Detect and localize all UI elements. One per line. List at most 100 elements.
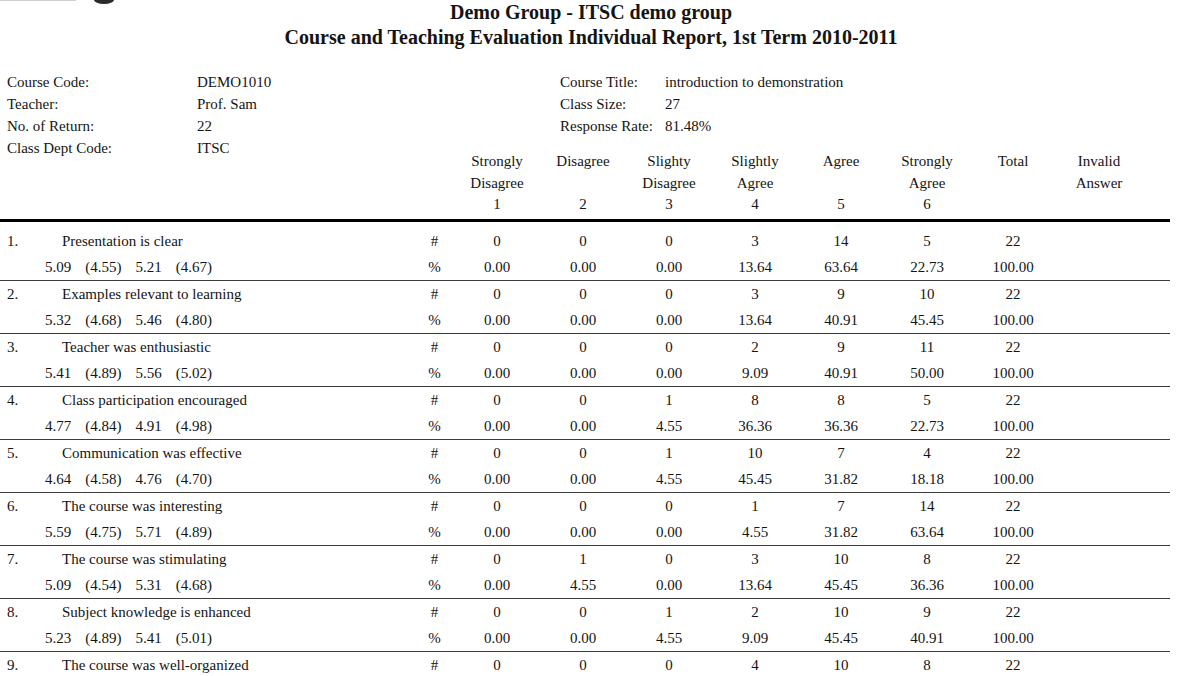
column-header-line: Disagree [540, 151, 626, 173]
column-header-line: Disagree [454, 173, 540, 195]
count-value: 1 [626, 387, 712, 413]
question-number: 9. [0, 652, 55, 676]
stat-value: (4.98) [176, 413, 212, 439]
question-text: The course was well-organized [55, 652, 415, 676]
count-value: 9 [798, 281, 884, 307]
column-header-scale-number [1056, 194, 1142, 216]
question-number: 1. [0, 228, 55, 254]
column-header: StronglyDisagree1 [454, 151, 540, 216]
count-value: 0 [454, 652, 540, 676]
count-value: 22 [970, 228, 1056, 254]
header-spacer [55, 151, 415, 216]
table-row: 8.Subject knowledge is enhanced#00121092… [0, 599, 1170, 652]
count-value: 0 [454, 546, 540, 572]
count-value: 3 [712, 546, 798, 572]
header-spacer [0, 151, 55, 216]
count-value: 0 [540, 493, 626, 519]
count-line: 9.The course was well-organized#00041082… [0, 652, 1170, 676]
stat-value: (4.84) [85, 413, 121, 439]
count-value: 22 [970, 387, 1056, 413]
question-stats: 5.41(4.89)5.56(5.02) [0, 360, 415, 386]
column-header-scale-number: 2 [540, 194, 626, 216]
column-header-scale-number: 1 [454, 194, 540, 216]
count-value: 2 [712, 334, 798, 360]
question-stats: 5.23(4.89)5.41(5.01) [0, 625, 415, 651]
count-value: 0 [454, 228, 540, 254]
percent-value [1056, 519, 1142, 545]
question-text: Presentation is clear [55, 228, 415, 254]
count-value: 5 [884, 387, 970, 413]
count-value: 0 [626, 493, 712, 519]
percent-line: 5.32(4.68)5.46(4.80)%0.000.000.0013.6440… [0, 307, 1170, 333]
count-line: 2.Examples relevant to learning#00039102… [0, 281, 1170, 307]
percent-value: 40.91 [798, 307, 884, 333]
column-header: Agree5 [798, 151, 884, 216]
question-text: Subject knowledge is enhanced [55, 599, 415, 625]
percent-line: 5.23(4.89)5.41(5.01)%0.000.004.559.0945.… [0, 625, 1170, 651]
count-value: 0 [626, 334, 712, 360]
column-header-line: Answer [1056, 173, 1142, 195]
class-size-value: 27 [665, 93, 680, 115]
percent-value: 100.00 [970, 519, 1056, 545]
percent-value: 0.00 [540, 625, 626, 651]
course-code-value: DEMO1010 [197, 71, 271, 93]
count-symbol: # [415, 652, 454, 676]
stat-value: (4.75) [85, 519, 121, 545]
stat-value: 5.41 [136, 625, 162, 651]
percent-line: 5.59(4.75)5.71(4.89)%0.000.000.004.5531.… [0, 519, 1170, 545]
no-of-return-label: No. of Return: [7, 115, 94, 137]
no-of-return-value: 22 [197, 115, 212, 137]
stat-value: 4.64 [45, 466, 71, 492]
percent-value: 45.45 [798, 572, 884, 598]
column-header-scale-number: 6 [884, 194, 970, 216]
count-value: 10 [884, 281, 970, 307]
question-stats: 5.09(4.54)5.31(4.68) [0, 572, 415, 598]
stat-value: 4.91 [136, 413, 162, 439]
count-symbol: # [415, 281, 454, 307]
column-header-scale-number: 3 [626, 194, 712, 216]
count-value: 10 [798, 599, 884, 625]
count-value: 0 [454, 493, 540, 519]
percent-value [1056, 625, 1142, 651]
count-value [1056, 493, 1142, 519]
stat-value: (4.80) [176, 307, 212, 333]
percent-value: 100.00 [970, 360, 1056, 386]
column-header-scale-number: 4 [712, 194, 798, 216]
count-value: 10 [798, 652, 884, 676]
count-value: 22 [970, 334, 1056, 360]
stat-value: 5.41 [45, 360, 71, 386]
stat-value: (4.89) [176, 519, 212, 545]
count-value: 0 [540, 440, 626, 466]
count-line: 7.The course was stimulating#010310822 [0, 546, 1170, 572]
count-value: 22 [970, 546, 1056, 572]
course-title-value: introduction to demonstration [665, 71, 843, 93]
percent-value: 0.00 [454, 466, 540, 492]
percent-value: 100.00 [970, 466, 1056, 492]
column-header-line: Invalid [1056, 151, 1142, 173]
count-value: 22 [970, 599, 1056, 625]
percent-value: 36.36 [798, 413, 884, 439]
count-value: 0 [540, 334, 626, 360]
count-value: 22 [970, 493, 1056, 519]
count-value [1056, 546, 1142, 572]
stat-value: (4.70) [176, 466, 212, 492]
column-header: InvalidAnswer [1056, 151, 1142, 216]
percent-value: 13.64 [712, 254, 798, 280]
stat-value: 5.31 [136, 572, 162, 598]
count-value [1056, 652, 1142, 676]
count-symbol: # [415, 334, 454, 360]
question-stats: 5.59(4.75)5.71(4.89) [0, 519, 415, 545]
percent-line: 5.09(4.55)5.21(4.67)%0.000.000.0013.6463… [0, 254, 1170, 280]
percent-value: 0.00 [454, 625, 540, 651]
percent-value: 45.45 [798, 625, 884, 651]
count-symbol: # [415, 493, 454, 519]
count-value: 22 [970, 440, 1056, 466]
count-value: 8 [712, 387, 798, 413]
count-value [1056, 599, 1142, 625]
question-number: 2. [0, 281, 55, 307]
percent-value: 0.00 [626, 360, 712, 386]
count-value [1056, 228, 1142, 254]
count-line: 1.Presentation is clear#000314522 [0, 228, 1170, 254]
response-rate-value: 81.48% [665, 115, 711, 137]
table-row: 3.Teacher was enthusiastic#0002911225.41… [0, 334, 1170, 387]
